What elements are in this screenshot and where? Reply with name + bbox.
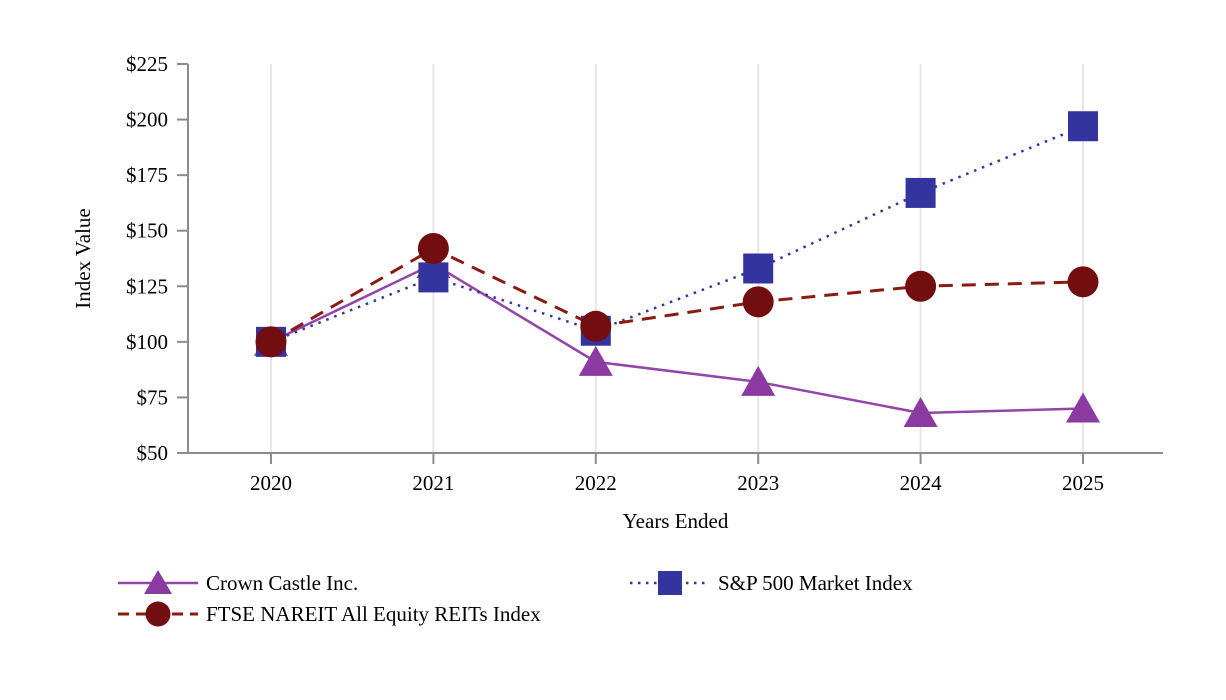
y-tick-label-175: $175 (126, 163, 168, 187)
y-tick-label-125: $125 (126, 274, 168, 298)
marker-ftse-nareit-all-equity-reits-index-2025 (1067, 266, 1099, 298)
marker-crown-castle-inc-2024 (903, 396, 938, 427)
marker-crown-castle-inc-2022 (578, 345, 613, 376)
marker-s-p-500-market-index-2024 (905, 177, 936, 208)
marker-ftse-nareit-all-equity-reits-index-2022 (580, 310, 612, 342)
legend-label-ftse-nareit: FTSE NAREIT All Equity REITs Index (206, 601, 541, 626)
series-line-s-p-500-market-index (270, 125, 1084, 344)
marker-s-p-500-market-index-2023 (743, 253, 774, 284)
x-tick-label-2025: 2025 (1062, 471, 1104, 495)
line-chart-plot: $50 $75 $100 $125 $150 $175 $200 $225 2020 2021 20… (71, 52, 1163, 533)
y-axis-title: Index Value (71, 208, 95, 309)
legend-marker-s-p-500-market-index (658, 571, 682, 595)
x-tick-label-2024: 2024 (900, 471, 943, 495)
x-tick-label-2020: 2020 (250, 471, 292, 495)
series-line-ftse-nareit-all-equity-reits-index (270, 246, 1084, 344)
legend-item-ftse-nareit: FTSE NAREIT All Equity REITs Index (118, 599, 541, 629)
x-tick-label-2021: 2021 (412, 471, 454, 495)
marker-ftse-nareit-all-equity-reits-index-2023 (742, 286, 774, 318)
legend-item-sp500: S&P 500 Market Index (630, 568, 913, 598)
y-tick-label-75: $75 (137, 385, 169, 409)
marker-crown-castle-inc-2023 (741, 365, 776, 396)
legend-label-crown-castle: Crown Castle Inc. (206, 570, 359, 595)
legend-item-crown-castle: Crown Castle Inc. (118, 568, 358, 598)
y-tick-label-150: $150 (126, 219, 168, 243)
legend-marker-crown-castle-inc (144, 570, 172, 594)
legend-label-sp500: S&P 500 Market Index (718, 570, 913, 595)
marker-ftse-nareit-all-equity-reits-index-2024 (905, 270, 937, 302)
legend-marker-ftse-nareit-all-equity-reits-index (145, 601, 171, 627)
legend-swatch-sp500 (630, 571, 710, 595)
marker-ftse-nareit-all-equity-reits-index-2020 (255, 326, 287, 358)
x-tick-label-2022: 2022 (575, 471, 617, 495)
y-tick-label-200: $200 (126, 108, 168, 132)
marker-ftse-nareit-all-equity-reits-index-2021 (417, 232, 449, 264)
x-tick-label-2023: 2023 (737, 471, 779, 495)
marker-s-p-500-market-index-2025 (1068, 111, 1098, 142)
x-axis-title: Years Ended (623, 509, 729, 533)
legend-swatch-ftse-nareit (118, 601, 198, 627)
y-tick-label-50: $50 (137, 441, 169, 465)
y-tick-label-100: $100 (126, 330, 168, 354)
marker-crown-castle-inc-2025 (1066, 392, 1100, 423)
marker-s-p-500-market-index-2021 (418, 262, 449, 293)
legend-swatch-crown-castle (118, 570, 198, 594)
y-tick-label-225: $225 (126, 52, 168, 76)
series-line-crown-castle-inc (270, 262, 1084, 415)
